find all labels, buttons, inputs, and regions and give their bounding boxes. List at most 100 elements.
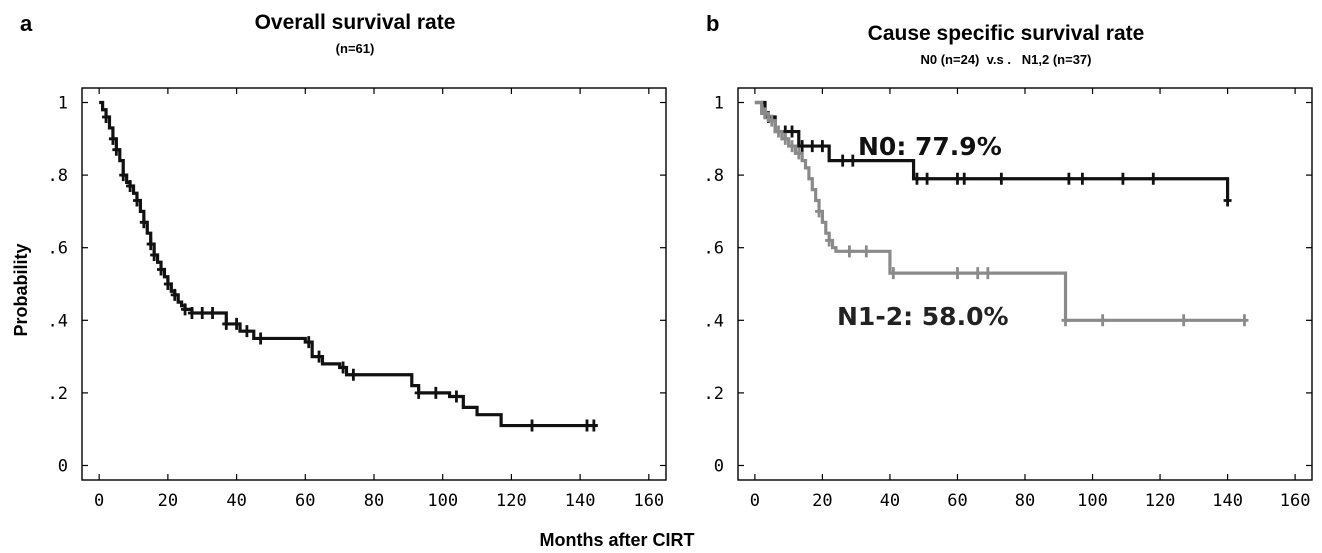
annotation-n0-rate: N0: 77.9% (858, 132, 1002, 161)
shared-x-axis-title: Months after CIRT (540, 530, 695, 550)
panel-a-series-0-censor-mark (139, 216, 148, 229)
panel-b-y-tick-label: .8 (704, 166, 724, 186)
panel-a-series-0-censor-mark (163, 278, 172, 290)
panel-a-series-0-censor-mark (150, 248, 159, 261)
panel-a-series-0-censor-mark (431, 386, 440, 399)
panel-b-series-1-censor-mark (767, 114, 776, 127)
panel-a-series-0-censor-mark (222, 317, 231, 330)
panel-b-series-1-censor-mark (953, 267, 962, 280)
panel-a-series-0-censor-mark (119, 169, 128, 182)
panel-b-series-1-censor-mark (794, 147, 803, 160)
panel-a-series-0-censor-mark (157, 263, 166, 276)
panel-b-series-1-censor-mark (788, 140, 797, 153)
panel-a-series-0-censor-mark (132, 194, 141, 207)
panel-b-series-1-censor-mark (1240, 314, 1249, 327)
panel-b-plot-area: 0 20 40 60 80 100 120 140 160 0 .2 .4 .6 .8 1 (704, 88, 1312, 511)
panel-a-series-0-censor-mark (108, 132, 117, 145)
annotation-n1-2-rate: N1-2: 58.0% (837, 302, 1009, 331)
panel-b-y-tick-label: .6 (704, 239, 724, 259)
panel-b-series-1-censor-mark (781, 132, 790, 145)
panel-a-x-tick-label: 80 (364, 491, 384, 511)
panel-b-subtitle: N0 (n=24) v.s . N1,2 (n=37) (921, 52, 1092, 67)
panel-b-series-0-censor-mark (838, 154, 847, 167)
panel-a-y-tick-label: .8 (48, 166, 68, 186)
panel-b-series-1-censor-mark (1061, 314, 1070, 327)
panel-b-series-1-censor-mark (862, 245, 871, 258)
panel-b-series-0-censor-mark (1223, 194, 1232, 207)
panel-a-series-0-censor-mark (187, 307, 196, 320)
panel-b-series-0-censor-mark (997, 172, 1006, 185)
panel-b-y-tick-label: 1 (714, 94, 724, 114)
panel-a-series-0-censor-mark (208, 307, 217, 320)
panel-b-x-tick-label: 160 (1280, 491, 1311, 511)
panel-b-series-1-censor-mark (889, 267, 898, 280)
panel-a-series-0-censor-mark (414, 386, 423, 399)
panel-b-series-0-censor-mark (798, 140, 807, 153)
panel-a-x-tick-label: 20 (158, 491, 178, 511)
panel-b-series-0-censor-mark (788, 125, 797, 138)
panel-b-x-tick-label: 140 (1212, 491, 1243, 511)
panel-a-series-0-censor-mark (589, 419, 598, 432)
panel-a-y-tick-label: .4 (48, 311, 68, 331)
panel-b-series-0-censor-mark (953, 172, 962, 185)
panel-b-series-0-censor-mark (1149, 172, 1158, 185)
panel-a-y-tick-label: .2 (48, 384, 68, 404)
panel-b-series-0-censor-mark (848, 154, 857, 167)
panel-a-y-tick-label: 0 (58, 456, 68, 476)
panel-a-letter: a (20, 11, 33, 36)
panel-b-x-tick-label: 60 (947, 491, 967, 511)
panel-a-series-0-censor-mark (528, 419, 537, 432)
panel-a-series-0-censor-mark (304, 336, 313, 349)
panel-b-title: Cause specific survival rate (868, 22, 1145, 45)
panel-b-x-tick-label: 100 (1077, 491, 1108, 511)
panel-a-x-tick-label: 140 (565, 491, 596, 511)
panel-a-series-0-censor-mark (452, 390, 461, 403)
panel-a-x-tick-label: 40 (226, 491, 246, 511)
panel-a-series-0-censor-mark (102, 111, 111, 124)
panel-a-plot-area: 0 20 40 60 80 100 120 140 160 0 .2 .4 .6 .8 1 (48, 88, 666, 511)
panel-a-series-0-censor-mark (256, 332, 265, 345)
panel-a-x-tick-label: 160 (633, 491, 664, 511)
panel-b-y-tick-label: 0 (714, 456, 724, 476)
panel-a-series-0-censor-mark (170, 288, 179, 301)
panel-b-series-1-censor-mark (845, 245, 854, 258)
panel-a-x-tick-label: 100 (427, 491, 458, 511)
panel-b-letter: b (706, 11, 719, 36)
panel-b-series-1-censor-mark (761, 107, 770, 120)
panel-b-x-tick-label: 20 (812, 491, 832, 511)
panel-a-series-0-censor-mark (582, 419, 591, 432)
panel-a-x-tick-label: 60 (295, 491, 315, 511)
panel-b-series-1-censor-mark (825, 234, 834, 247)
panel-b-series-0-censor-mark (808, 140, 817, 153)
panel-b-x-tick-label: 80 (1015, 491, 1035, 511)
panel-a-x-tick-label: 0 (94, 491, 104, 511)
panel-b-series-1-censor-mark (973, 267, 982, 280)
panel-b-series-1-censor-mark (983, 267, 992, 280)
panel-a-series-0-censor-mark (146, 238, 155, 251)
panel-a-title: Overall survival rate (255, 11, 456, 34)
panel-b-x-tick-label: 0 (750, 491, 760, 511)
panel-a-series-0-censor-mark (112, 143, 121, 156)
panel-a-x-tick-label: 120 (496, 491, 527, 511)
panel-b-x-tick-label: 120 (1145, 491, 1176, 511)
panel-a-series-0-censor-mark (232, 317, 241, 330)
panel-b-y-tick-label: .4 (704, 311, 724, 331)
panel-b-series-0-censor-mark (923, 172, 932, 185)
panel-b-series-0-censor-mark (912, 172, 921, 185)
panel-b-series-0-censor-mark (818, 140, 827, 153)
panel-b-y-tick-label: .2 (704, 384, 724, 404)
panel-b-x-tick-label: 40 (880, 491, 900, 511)
panel-a-subtitle: (n=61) (336, 41, 375, 56)
panel-a-y-tick-label: .6 (48, 239, 68, 259)
panel-a-y-tick-label: 1 (58, 94, 68, 114)
panel-a-series-0-censor-mark (181, 303, 190, 316)
panel-b-series-1-censor-mark (1098, 314, 1107, 327)
panel-a-series-0-censor-mark (339, 361, 348, 374)
panel-b-series-0-censor-mark (1078, 172, 1087, 185)
panel-a-series-0-censor-mark (242, 325, 251, 338)
panel-b-series-1-censor-mark (815, 205, 824, 218)
panel-a-series-0-censor-mark (315, 350, 324, 363)
panel-b-series-0-censor-mark (1064, 172, 1073, 185)
panel-b-series-0-censor-mark (960, 172, 969, 185)
